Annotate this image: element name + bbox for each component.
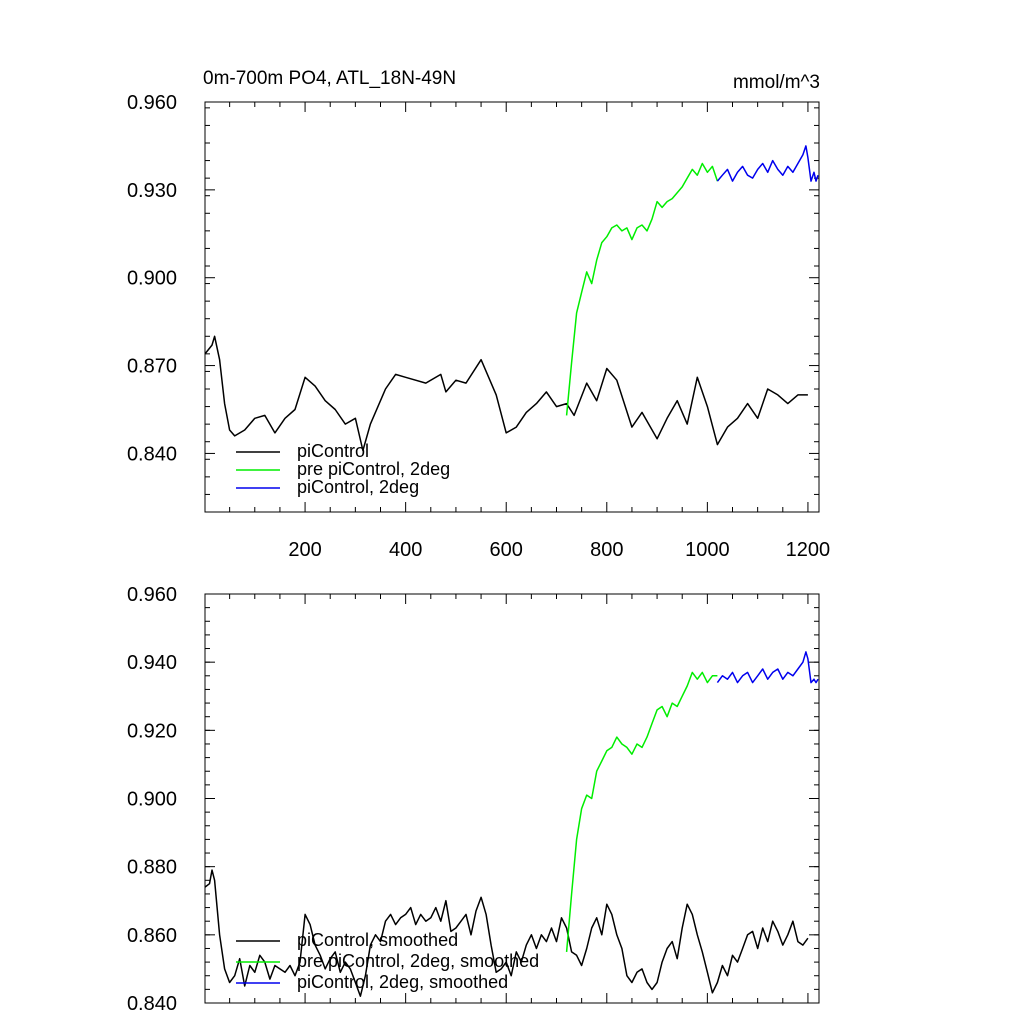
y-tick-label: 0.840 bbox=[127, 993, 177, 1015]
series-line bbox=[716, 145, 819, 182]
y-tick-label: 0.960 bbox=[127, 92, 177, 114]
y-tick-label: 0.940 bbox=[127, 652, 177, 674]
bottom-panel: 0.840 0.860 0.880 0.900 0.920 0.940 0.960 piCon… bbox=[127, 584, 820, 1015]
legend-label: piControl, 2deg, smoothed bbox=[297, 972, 508, 992]
series-line bbox=[565, 671, 718, 952]
x-tick-label: 1000 bbox=[685, 539, 730, 561]
x-tick-label: 1200 bbox=[786, 539, 831, 561]
y-tick-label: 0.870 bbox=[127, 356, 177, 378]
y-tick-label: 0.900 bbox=[127, 268, 177, 290]
y-tick-label: 0.960 bbox=[127, 584, 177, 606]
legend-label: piControl bbox=[297, 441, 369, 461]
legend-label: pre piControl, 2deg, smoothed bbox=[297, 951, 539, 971]
x-tick-label: 400 bbox=[389, 539, 422, 561]
x-tick-label: 800 bbox=[590, 539, 623, 561]
series-line bbox=[204, 335, 808, 452]
legend-label: piControl, smoothed bbox=[297, 930, 458, 950]
legend-label: piControl, 2deg bbox=[297, 477, 419, 497]
units-label: mmol/m^3 bbox=[733, 72, 820, 93]
y-tick-label: 0.880 bbox=[127, 857, 177, 879]
y-tick-label: 0.840 bbox=[127, 443, 177, 465]
x-tick-label: 600 bbox=[490, 539, 523, 561]
series-line bbox=[204, 869, 809, 997]
y-tick-label: 0.920 bbox=[127, 720, 177, 742]
series-line bbox=[716, 651, 819, 684]
y-tick-label: 0.900 bbox=[127, 789, 177, 811]
plot-frame bbox=[204, 101, 820, 513]
top-panel: 200 400 600 800 1000 1200 0.840 0.870 0.900 0.930… bbox=[127, 92, 830, 561]
plot-title: 0m-700m PO4, ATL_18N-49N bbox=[203, 68, 456, 89]
legend-label: pre piControl, 2deg bbox=[297, 459, 450, 479]
y-tick-label: 0.930 bbox=[127, 180, 177, 202]
y-tick-label: 0.860 bbox=[127, 925, 177, 947]
series-line bbox=[565, 162, 719, 416]
x-tick-label: 200 bbox=[288, 539, 321, 561]
